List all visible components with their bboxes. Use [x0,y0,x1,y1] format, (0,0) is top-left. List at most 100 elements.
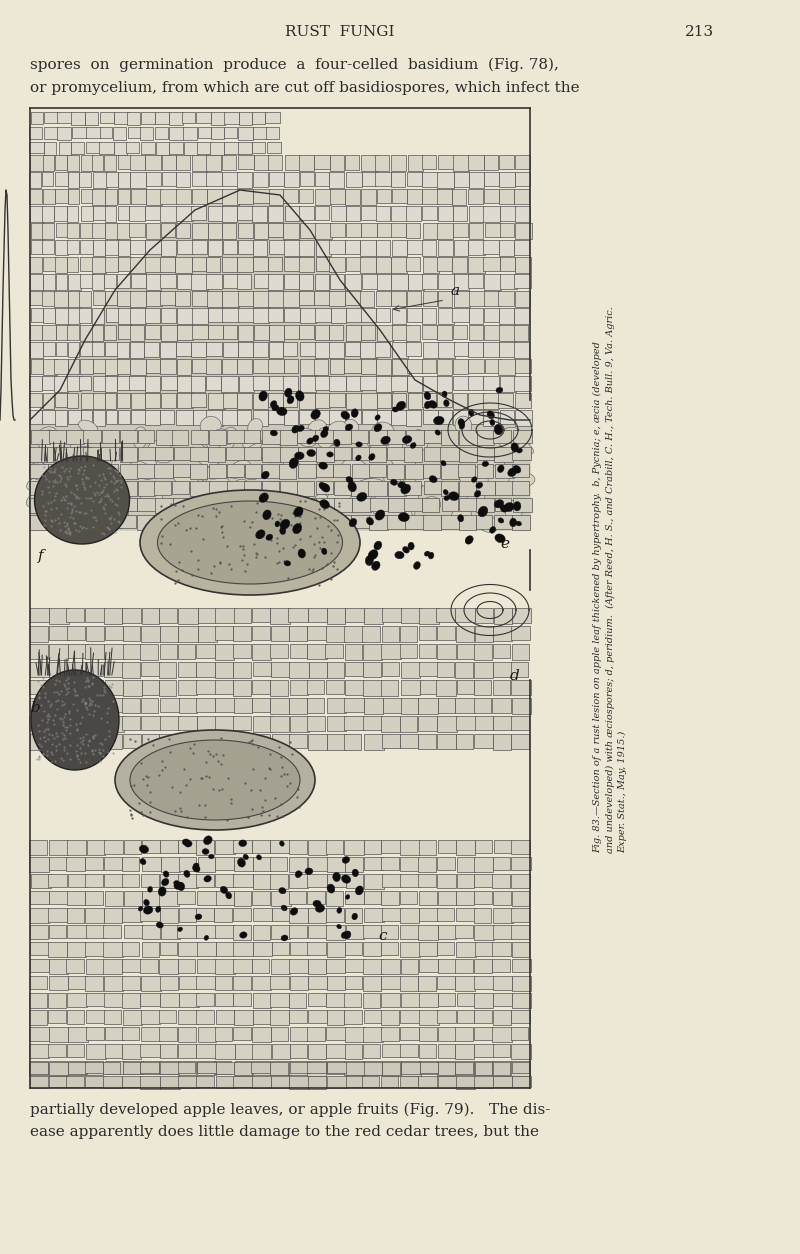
Bar [329,172,344,188]
Bar [298,240,314,256]
Bar [30,112,43,124]
Ellipse shape [297,872,302,877]
Bar [344,840,364,854]
Bar [215,608,234,623]
Bar [253,342,268,356]
Bar [438,155,454,169]
Bar [44,127,58,139]
Bar [54,172,67,187]
Ellipse shape [140,490,163,508]
Bar [361,155,378,171]
Bar [499,189,514,203]
Bar [92,342,104,356]
Bar [146,172,161,186]
Bar [47,908,67,922]
Bar [401,993,420,1007]
Bar [215,734,233,749]
Bar [492,959,510,972]
Bar [85,680,102,695]
Bar [418,734,435,749]
Bar [79,291,90,307]
Bar [118,515,136,528]
Bar [280,430,297,445]
Bar [122,608,142,623]
Bar [283,223,298,240]
Bar [190,498,206,512]
Bar [49,959,68,974]
Bar [192,189,207,204]
Bar [175,291,190,306]
Bar [308,734,327,750]
Bar [215,993,233,1006]
Bar [499,325,516,341]
Bar [494,515,512,529]
Bar [401,1076,418,1087]
Bar [345,189,360,206]
Bar [252,698,270,712]
Bar [222,189,238,206]
Ellipse shape [195,914,202,919]
Bar [285,240,300,256]
Bar [405,464,423,479]
Ellipse shape [355,885,363,895]
Bar [308,925,327,938]
Bar [308,959,326,974]
Bar [160,257,175,272]
Bar [174,446,193,460]
Bar [364,856,384,870]
Bar [67,993,87,1007]
Bar [326,1009,344,1026]
Ellipse shape [505,500,522,520]
Bar [234,840,252,853]
Bar [192,223,208,240]
Bar [179,734,196,749]
Bar [271,1076,289,1087]
Bar [208,325,223,339]
Bar [377,393,391,408]
Bar [280,446,298,463]
Bar [511,1045,530,1058]
Ellipse shape [487,411,494,419]
Bar [122,959,141,972]
Bar [315,308,331,321]
Bar [101,498,118,512]
Bar [495,464,514,478]
Bar [333,515,351,529]
Bar [206,275,222,290]
Bar [94,172,106,188]
Bar [85,1062,103,1073]
Bar [514,325,528,341]
Bar [422,359,436,374]
Bar [299,257,314,272]
Bar [192,359,206,372]
Bar [179,908,197,923]
Ellipse shape [337,924,342,929]
Bar [42,172,53,186]
Bar [512,1062,530,1073]
Bar [122,662,140,678]
Bar [192,240,207,255]
Ellipse shape [280,527,286,534]
Bar [377,325,393,341]
Bar [326,1061,344,1075]
Ellipse shape [478,517,499,532]
Bar [483,393,499,409]
Bar [146,189,162,204]
Bar [233,908,250,920]
Bar [453,257,467,273]
Bar [269,189,283,204]
Bar [209,430,226,445]
Bar [422,155,436,169]
Bar [484,325,500,340]
Bar [118,189,130,204]
Bar [154,446,173,460]
Ellipse shape [344,930,351,939]
Bar [309,1076,326,1090]
Bar [290,942,310,956]
Bar [234,1009,254,1025]
Ellipse shape [144,899,150,905]
Bar [30,734,50,750]
Bar [284,308,300,322]
Bar [438,959,456,973]
Ellipse shape [294,507,303,517]
